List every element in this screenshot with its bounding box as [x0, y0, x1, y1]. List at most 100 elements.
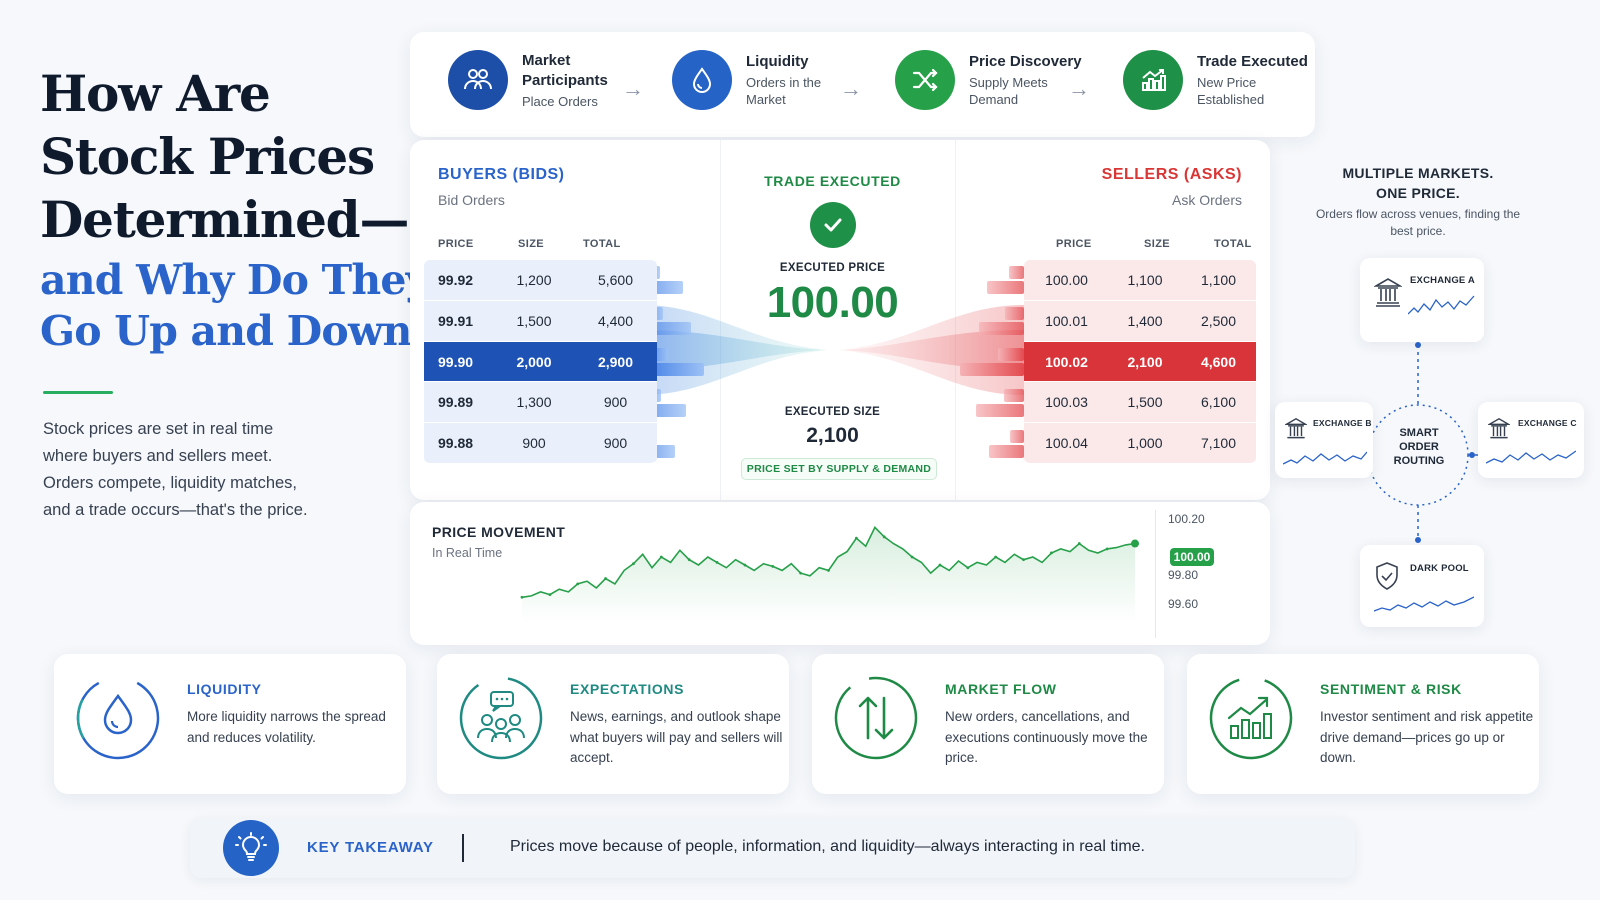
sparkline: [1408, 295, 1475, 315]
flow-step-participants: Market Participants Place Orders: [448, 50, 617, 110]
price-point: [1050, 551, 1053, 555]
col-total: TOTAL: [583, 238, 621, 250]
factor-card-expectations: EXPECTATIONS News, earnings, and outlook…: [437, 654, 789, 794]
checkmark-icon: [810, 202, 856, 248]
flow-step-liquidity: Liquidity Orders in the Market: [672, 50, 836, 110]
table-row: 100.00 1,100 1,100: [1024, 260, 1256, 301]
price-point: [910, 555, 914, 559]
ask-price: 100.00: [1045, 272, 1088, 288]
execution-title: TRADE EXECUTED: [764, 173, 901, 189]
price-point: [827, 569, 830, 572]
price-area: [522, 527, 1135, 622]
col-size: SIZE: [1144, 238, 1171, 250]
flow-step-trade-executed: Trade Executed New Price Established: [1123, 50, 1308, 110]
price-point: [994, 555, 998, 559]
bank-icon: [1488, 417, 1510, 439]
price-point: [882, 535, 886, 539]
ask-depth-bar: [1009, 429, 1024, 443]
price-point: [938, 563, 942, 567]
buyers-header: BUYERS (BIDS) Bid Orders: [438, 166, 565, 208]
price-point: [687, 558, 691, 562]
flow-step-title: Trade Executed: [1197, 53, 1308, 70]
price-point: [604, 577, 607, 580]
sparkline: [1486, 450, 1576, 464]
ask-depth-bar: [1004, 388, 1024, 402]
price-point: [576, 582, 580, 586]
growth-chart-icon: [1209, 676, 1293, 760]
takeaway-label: KEY TAKEAWAY: [307, 839, 434, 856]
bid-total: 900: [603, 435, 628, 451]
table-row: 99.89 1,300 900: [424, 382, 657, 423]
title-line-5: Go Up and Down?: [40, 307, 435, 355]
bid-depth-bar: [643, 362, 705, 376]
dark-pool-label: DARK POOL: [1410, 563, 1469, 574]
price-point: [799, 571, 803, 575]
network-title-line-2: ONE PRICE.: [1376, 185, 1460, 201]
bank-icon: [1285, 417, 1307, 439]
bid-price: 99.91: [438, 313, 474, 329]
bid-column-headers: PRICE SIZE TOTAL: [438, 238, 621, 250]
smart-order-routing: SMART ORDER ROUTING: [1375, 400, 1463, 500]
table-row: 99.92 1,200 5,600: [424, 260, 657, 301]
ask-total: 2,500: [1200, 313, 1237, 329]
execution-panel: TRADE EXECUTED EXECUTED PRICE 100.00 EXE…: [715, 140, 950, 500]
droplet-icon: [672, 50, 732, 110]
price-point: [1105, 547, 1109, 551]
price-point: [743, 563, 747, 567]
network-subtitle: Orders flow across venues, finding the b…: [1315, 207, 1521, 238]
bid-total: 4,400: [597, 313, 634, 329]
ask-depth-bar: [1008, 265, 1024, 279]
network-title-line-1: MULTIPLE MARKETS.: [1342, 165, 1494, 181]
bid-size: 900: [522, 435, 546, 451]
factor-card-sentiment-risk: SENTIMENT & RISK Investor sentiment and …: [1187, 654, 1539, 794]
col-total: TOTAL: [1214, 238, 1252, 250]
col-price: PRICE: [438, 238, 474, 250]
exchange-a-label: EXCHANGE A: [1410, 275, 1475, 286]
price-point: [854, 536, 858, 540]
flow-step-price-discovery: Price Discovery Supply Meets Demand: [895, 50, 1082, 110]
price-point: [520, 595, 524, 599]
order-book: BUYERS (BIDS) Bid Orders SELLERS (ASKS) …: [410, 140, 1270, 500]
intro-text: Stock prices are set in real time where …: [43, 420, 308, 519]
bank-icon: [1374, 278, 1402, 307]
bid-size: 1,500: [516, 313, 552, 329]
ask-depth-bar: [960, 362, 1024, 376]
arrow-right-icon: →: [622, 76, 644, 101]
table-row: 99.88 900 900: [424, 423, 657, 464]
price-point: [966, 566, 970, 570]
ask-depth-bar: [986, 280, 1024, 294]
price-point: [1077, 542, 1081, 545]
ask-total: 6,100: [1200, 394, 1237, 410]
network-title: MULTIPLE MARKETS. ONE PRICE.: [1313, 163, 1523, 203]
price-movement-chart: PRICE MOVEMENT In Real Time 100.20 100.0…: [410, 502, 1270, 645]
table-row: 100.03 1,500 6,100: [1024, 382, 1256, 423]
buyers-title: BUYERS (BIDS): [438, 166, 565, 183]
sellers-title: SELLERS (ASKS): [1101, 166, 1242, 183]
executed-price-label: EXECUTED PRICE: [779, 262, 886, 274]
router-line-1: SMART: [1399, 427, 1439, 439]
exchange-c-label: EXCHANGE C: [1518, 418, 1577, 428]
shuffle-icon: [895, 50, 955, 110]
factor-title: MARKET FLOW: [945, 681, 1057, 697]
ask-price: 100.03: [1045, 394, 1088, 410]
sparkline: [1283, 451, 1367, 465]
ask-column-headers: PRICE SIZE TOTAL: [1056, 238, 1252, 250]
title-line-4: and Why Do They: [40, 256, 429, 304]
ask-total: 4,600: [1200, 353, 1237, 370]
ask-price: 100.01: [1045, 313, 1088, 329]
last-price-tag: 100.00: [1170, 548, 1214, 566]
ask-depth-bar: [997, 347, 1024, 361]
col-price: PRICE: [1056, 238, 1092, 250]
ask-size: 1,500: [1127, 394, 1163, 410]
title-divider: [43, 391, 113, 394]
factor-title: LIQUIDITY: [187, 681, 262, 697]
y-tick-label: 99.80: [1168, 568, 1199, 582]
table-row: 100.04 1,000 7,100: [1024, 423, 1256, 464]
ask-size: 1,000: [1127, 435, 1163, 451]
chart-axis: [1155, 510, 1156, 638]
takeaway-divider: [462, 834, 464, 862]
flow-step-title: Market Participants: [522, 51, 608, 89]
ask-price: 100.02: [1045, 353, 1088, 370]
bid-size: 2,000: [516, 353, 552, 370]
buyers-subtitle: Bid Orders: [438, 192, 505, 208]
